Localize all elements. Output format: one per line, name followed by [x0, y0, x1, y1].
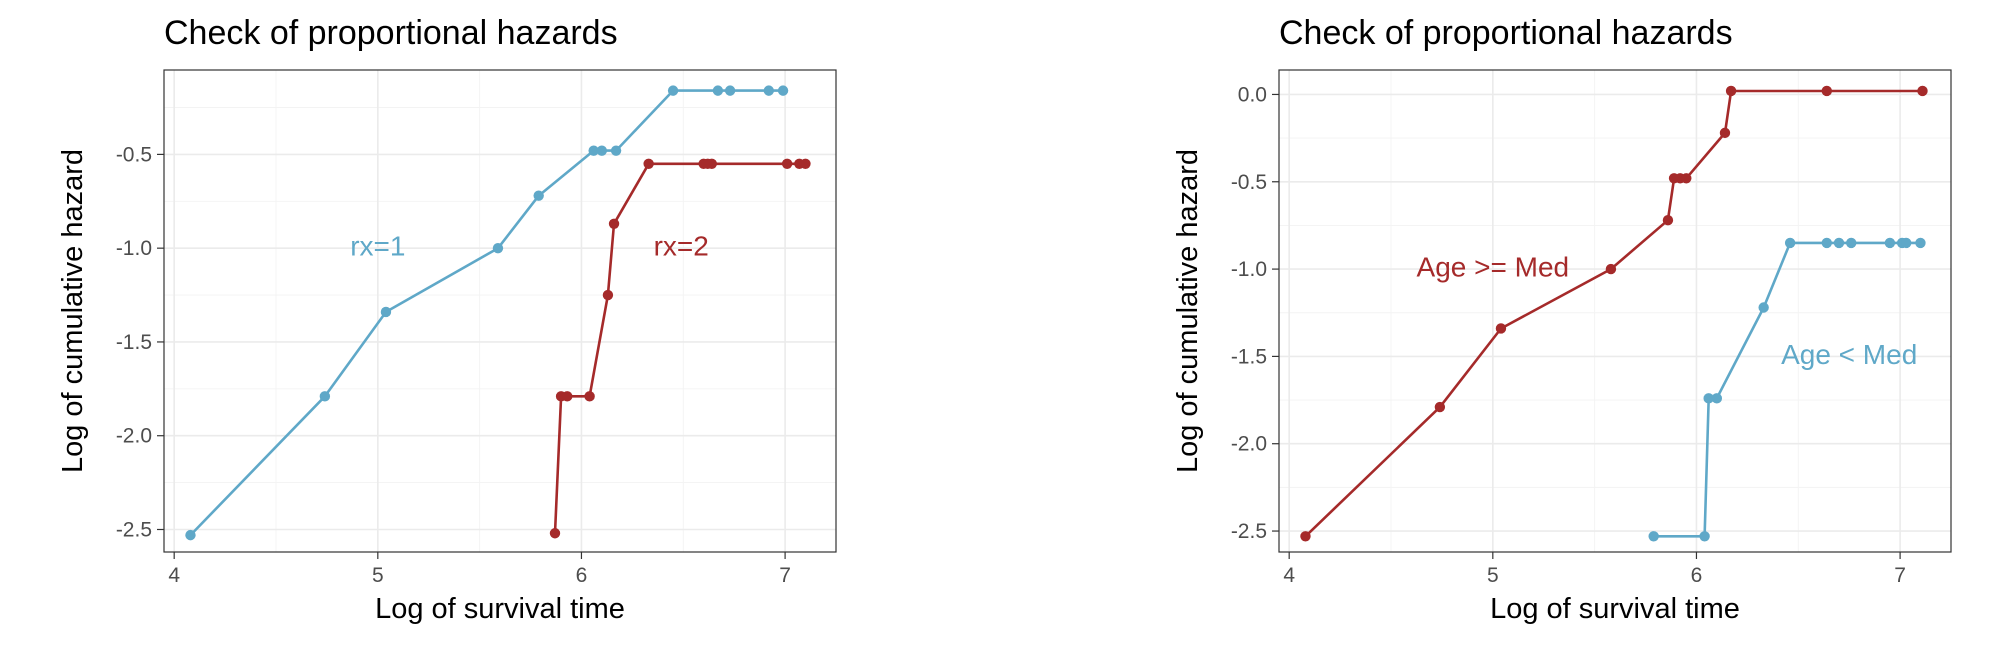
data-point-rx-1 [380, 306, 392, 318]
data-point-age-med [1681, 173, 1692, 184]
data-point-age-med [1719, 127, 1731, 139]
y-axis-title: Log of cumulative hazard [57, 149, 89, 473]
data-point-rx-1 [185, 529, 196, 541]
data-point-age-med [1495, 323, 1507, 334]
x-tick-label: 6 [576, 564, 588, 587]
x-axis-title: Log of survival time [375, 593, 625, 625]
data-point-age-med [1605, 263, 1617, 275]
data-point-rx-1 [319, 391, 331, 402]
chart-title: Check of proportional hazards [1279, 14, 1733, 52]
data-point-age-med [1662, 214, 1674, 226]
data-point-age-med [1915, 237, 1926, 249]
data-point-rx-1 [777, 85, 789, 96]
plot-panel [1279, 70, 1951, 552]
y-tick-label: -2.5 [116, 518, 152, 541]
data-point-age-med [1917, 85, 1928, 97]
data-point-rx-2 [706, 158, 717, 169]
panel-border [1278, 69, 1952, 553]
data-point-rx-1 [712, 85, 724, 96]
x-tick-label: 6 [1691, 564, 1703, 587]
x-tick-label: 7 [779, 564, 791, 587]
series-label-rx-2: rx=2 [654, 231, 709, 262]
x-tick-label: 5 [372, 564, 384, 587]
data-point-rx-2 [608, 218, 620, 229]
data-point-age-med [1784, 237, 1796, 249]
data-point-age-med [1758, 302, 1769, 313]
data-point-age-med [1699, 531, 1710, 542]
data-point-rx-1 [667, 85, 679, 96]
data-point-age-med [1821, 85, 1832, 97]
x-tick-label: 4 [1283, 564, 1295, 587]
y-tick-label: -2.5 [1231, 520, 1267, 543]
x-tick-label: 7 [1894, 564, 1906, 587]
x-tick-label: 5 [1487, 564, 1499, 587]
data-point-rx-2 [584, 391, 595, 402]
series-label-rx-1: rx=1 [350, 231, 405, 262]
y-tick-label: 0.0 [1238, 83, 1267, 106]
y-tick-label: -0.5 [116, 143, 152, 166]
data-point-age-med [1648, 531, 1659, 542]
y-tick-label: -1.5 [116, 331, 152, 354]
data-point-rx-2 [800, 158, 811, 169]
y-tick-label: -2.0 [116, 425, 152, 448]
data-point-rx-2 [781, 158, 793, 169]
data-point-rx-1 [596, 145, 608, 156]
data-point-age-med [1846, 237, 1857, 249]
data-point-age-med [1434, 401, 1446, 413]
x-tick-label: 4 [168, 564, 180, 587]
chart-age: Age >= Med Age < Med 4 5 6 7 -2.5 -2.0 -1.5 -1.0 -… [1172, 14, 1952, 625]
data-point-rx-2 [643, 158, 654, 169]
y-tick-label: -1.0 [116, 237, 152, 260]
data-point-age-med [1703, 393, 1714, 404]
data-point-rx-2 [562, 391, 573, 402]
y-tick-label: -0.5 [1231, 171, 1267, 194]
data-point-rx-2 [602, 289, 614, 301]
data-point-rx-1 [724, 85, 736, 96]
chart-title: Check of proportional hazards [164, 14, 618, 52]
series-label-age-med: Age < Med [1781, 339, 1917, 370]
data-point-age-med [1711, 393, 1723, 404]
y-tick-label: -1.0 [1231, 258, 1267, 281]
series-label-age-med: Age >= Med [1417, 251, 1570, 282]
plot-panel [164, 70, 836, 552]
data-point-rx-1 [492, 242, 504, 254]
data-point-age-med [1901, 237, 1912, 249]
data-point-age-med [1821, 237, 1832, 249]
data-point-rx-2 [549, 528, 561, 539]
data-point-age-med [1884, 237, 1896, 249]
y-tick-label: -2.0 [1231, 433, 1267, 456]
y-axis-title: Log of cumulative hazard [1172, 149, 1204, 473]
data-point-rx-1 [610, 145, 622, 156]
data-point-rx-1 [533, 190, 544, 201]
data-point-age-med [1300, 531, 1311, 542]
data-point-age-med [1725, 85, 1737, 97]
data-point-age-med [1833, 237, 1845, 249]
x-axis-title: Log of survival time [1490, 593, 1740, 625]
chart-rx: rx=1 rx=2 4 5 6 7 -2.5 -2.0 -1.5 -1.0 -0.5 Check of… [57, 14, 837, 625]
panel-border [163, 69, 837, 553]
y-tick-label: -1.5 [1231, 345, 1267, 368]
data-point-rx-1 [763, 85, 774, 96]
data-point-rx-1 [588, 145, 599, 156]
